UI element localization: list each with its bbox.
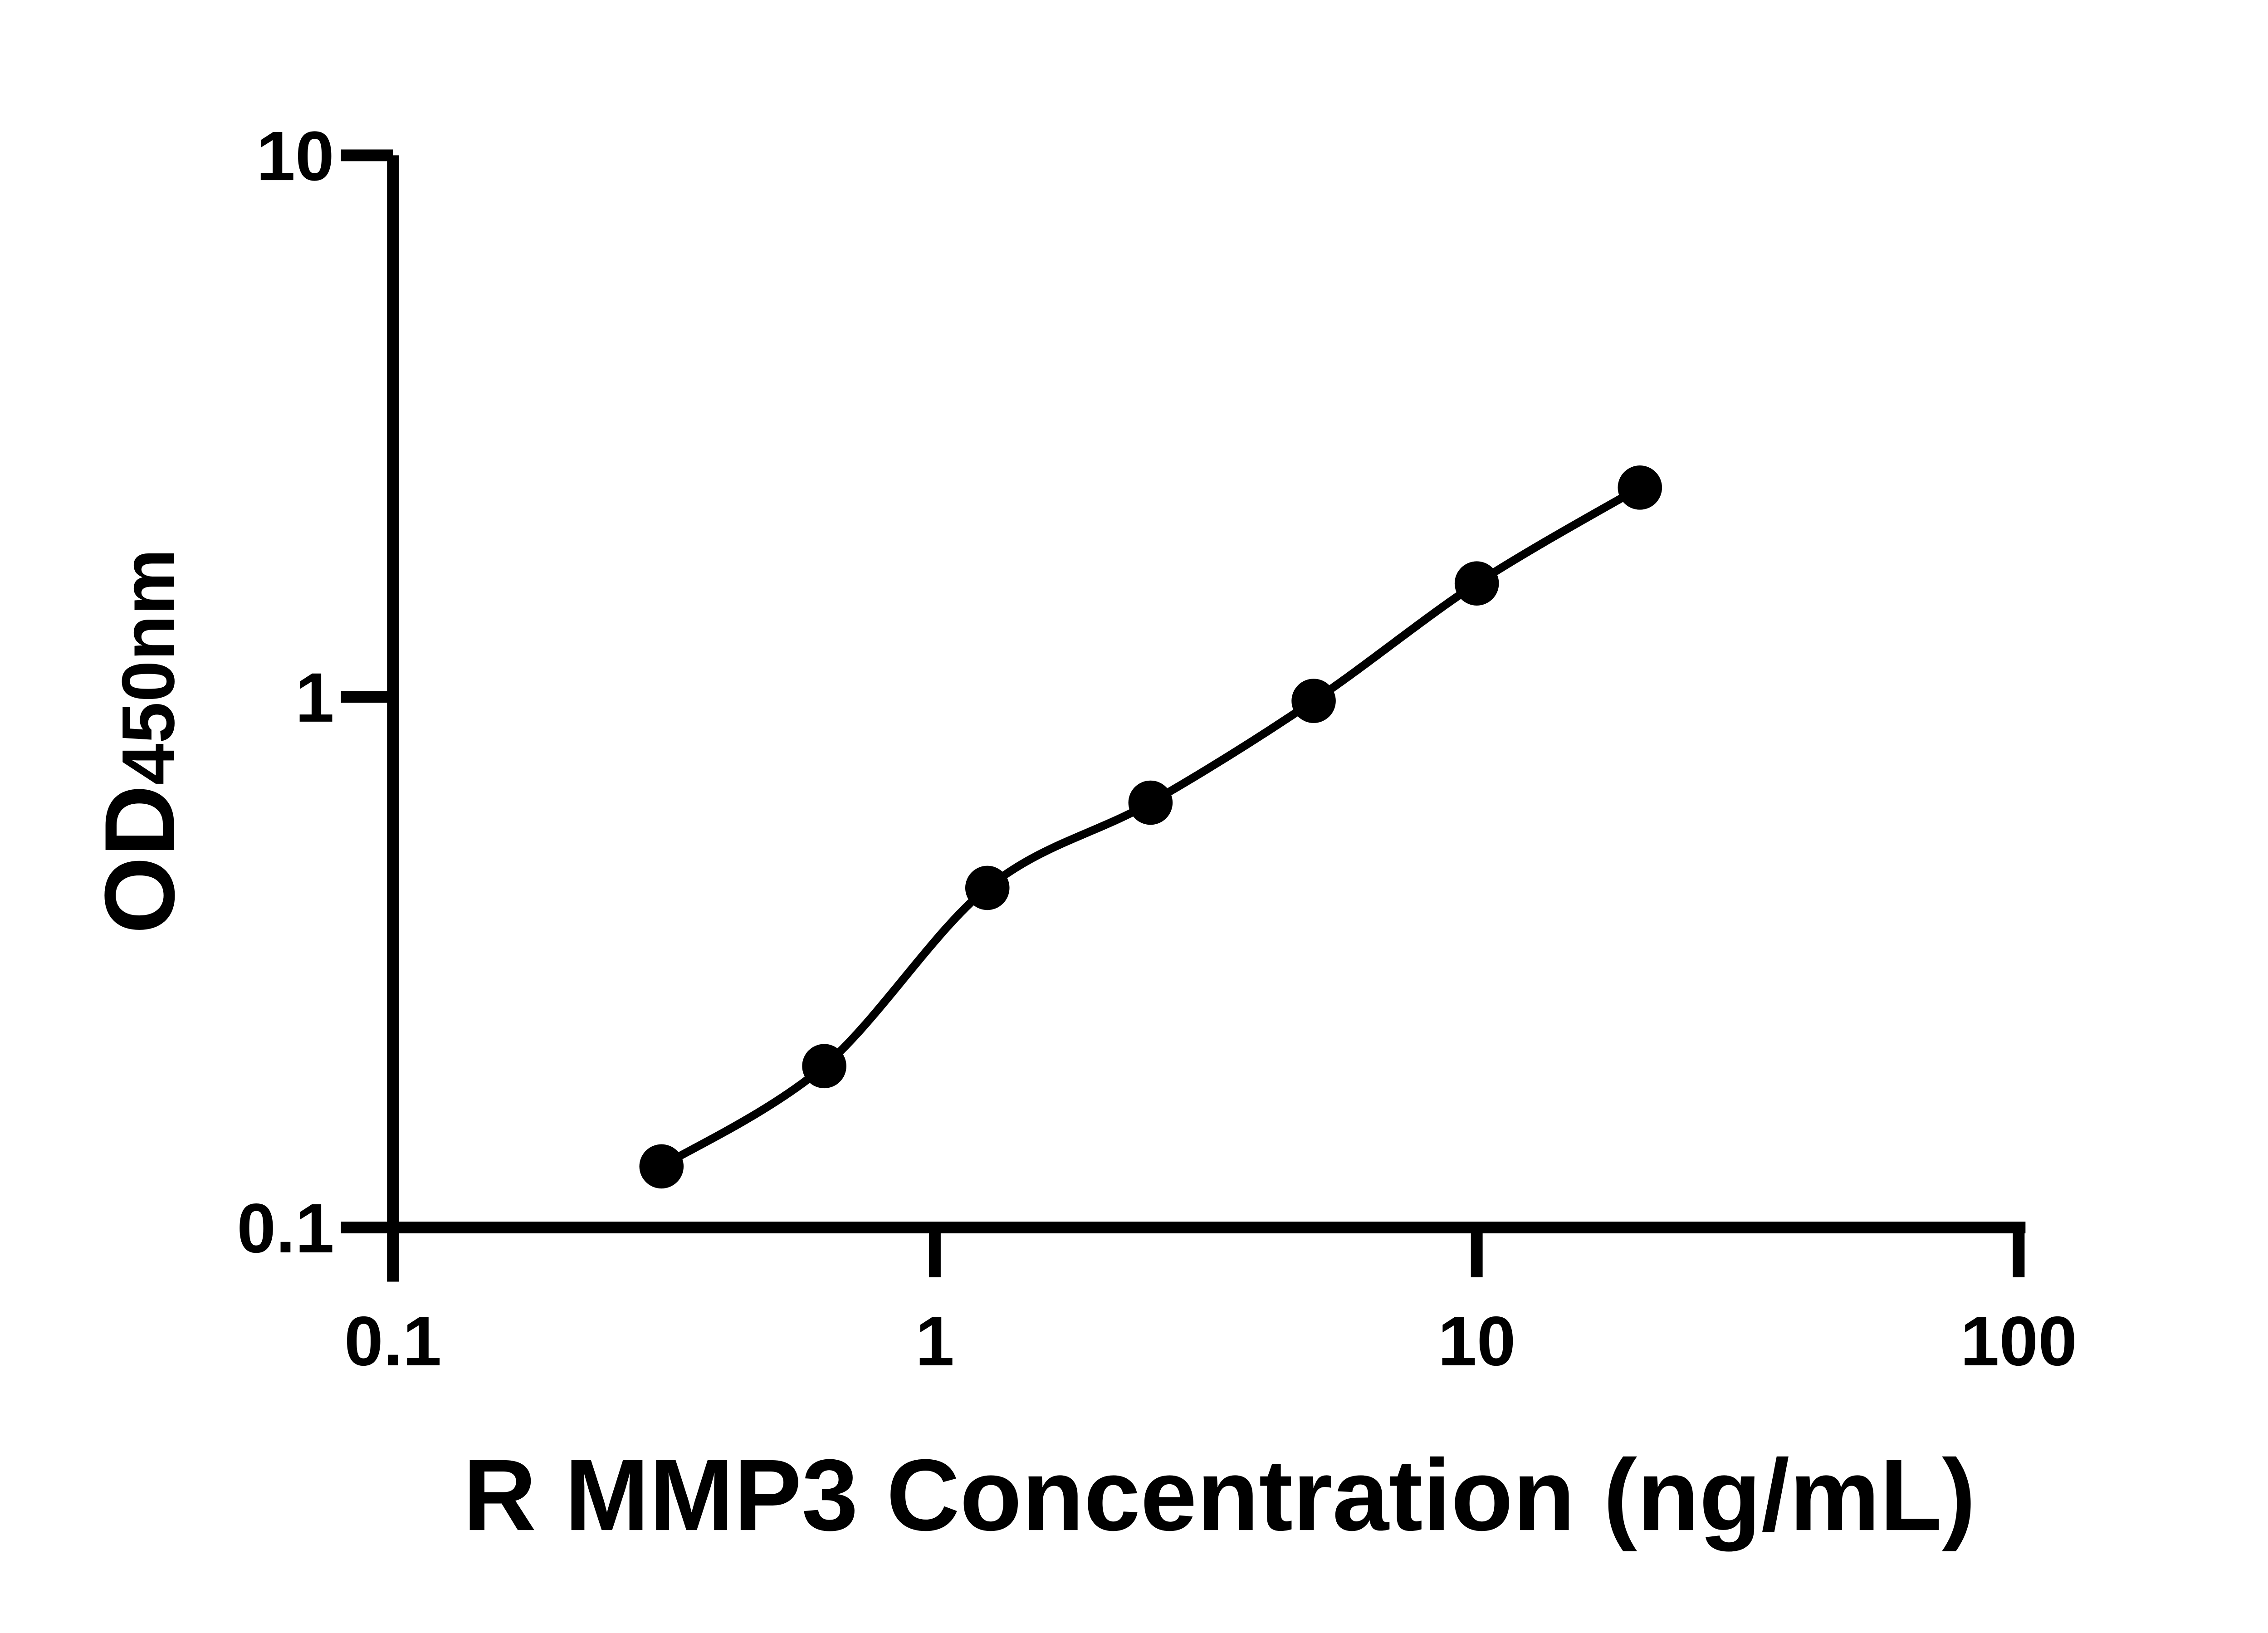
data-point: [1291, 679, 1336, 723]
x-tick-label-1: 1: [915, 1302, 954, 1380]
y-tick-label-1: 1: [295, 658, 334, 737]
y-axis-title-subscript: 450nm: [106, 549, 190, 785]
data-point: [1454, 561, 1499, 606]
y-tick-label-10: 10: [256, 117, 334, 195]
data-point: [639, 1144, 684, 1189]
tick-marks: [341, 149, 2025, 1277]
axes: [341, 155, 2026, 1282]
y-tick-labels: 10 1 0.1: [237, 117, 334, 1267]
x-axis-title: R MMP3 Concentration (ng/mL): [463, 1438, 1976, 1552]
points-layer: [639, 465, 1662, 1189]
x-tick-label-0_1: 0.1: [344, 1302, 442, 1380]
x-tick-label-100: 100: [1960, 1302, 2077, 1380]
y-axis-title-main: OD: [84, 785, 195, 934]
y-tick-label-0_1: 0.1: [237, 1189, 334, 1267]
data-point: [1128, 780, 1173, 825]
data-point: [965, 865, 1010, 910]
x-tick-label-10: 10: [1438, 1302, 1516, 1380]
data-point: [802, 1044, 846, 1089]
data-point: [1618, 465, 1662, 510]
y-axis-title: OD450nm: [84, 549, 195, 934]
x-tick-labels: 0.1 1 10 100: [344, 1302, 2077, 1380]
